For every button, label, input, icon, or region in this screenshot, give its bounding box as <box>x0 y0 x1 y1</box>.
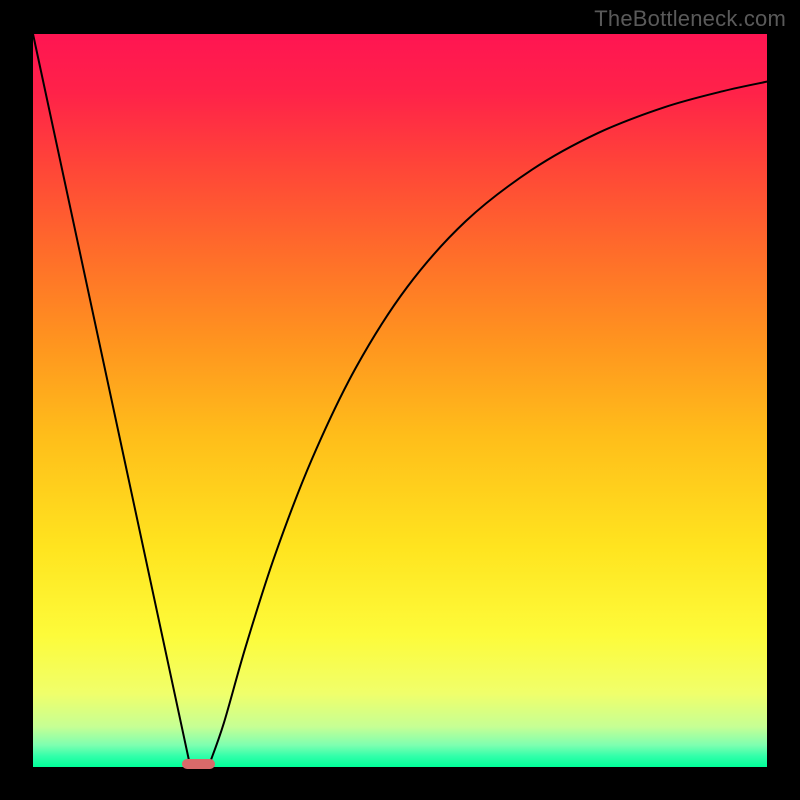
plot-gradient-area <box>33 34 767 767</box>
watermark-text: TheBottleneck.com <box>594 6 786 32</box>
minimum-marker <box>182 759 215 769</box>
chart-frame: TheBottleneck.com <box>0 0 800 800</box>
